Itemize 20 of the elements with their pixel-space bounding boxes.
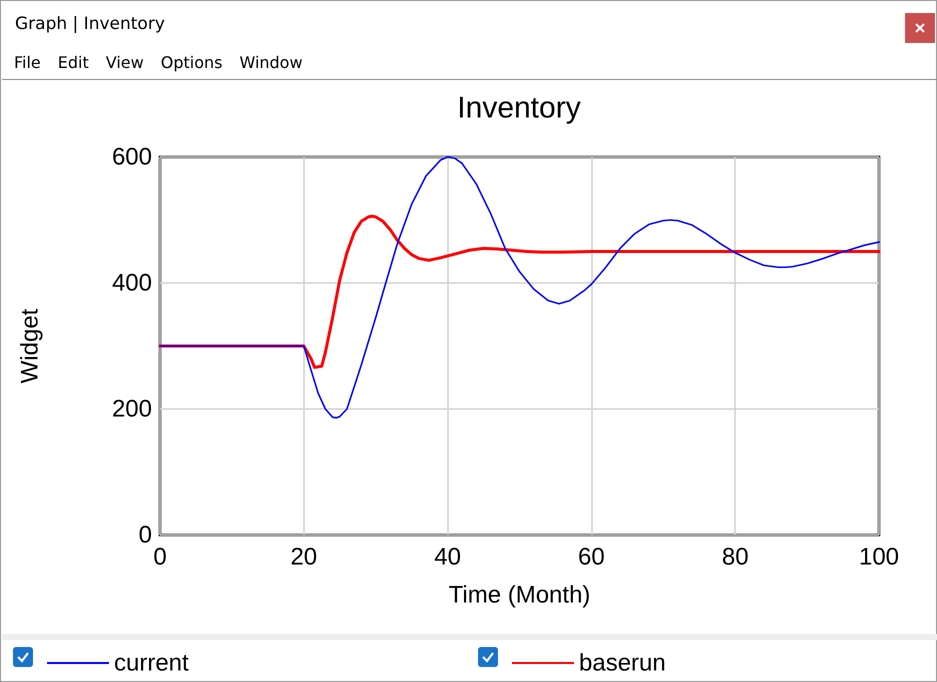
chart-title: Inventory — [457, 92, 581, 124]
legend-label: baserun — [579, 650, 666, 676]
y-tick-label: 400 — [112, 270, 152, 296]
x-tick-label: 20 — [290, 544, 318, 570]
x-tick-label: 60 — [578, 544, 605, 570]
text: Edit — [58, 53, 89, 72]
text: Graph | Inventory — [15, 14, 165, 34]
y-tick-label: 200 — [112, 396, 152, 422]
y-axis-title: Widget — [16, 308, 44, 384]
x-tick-label: 80 — [722, 544, 749, 570]
text: View — [106, 53, 144, 72]
text: File — [14, 53, 41, 72]
legend-label: current — [114, 650, 190, 676]
x-tick-label: 100 — [858, 544, 900, 570]
text: Window — [239, 53, 303, 72]
x-axis-title: Time (Month) — [448, 582, 590, 608]
x-tick-label: 40 — [434, 544, 461, 570]
y-tick-label: 0 — [138, 522, 152, 548]
text: Options — [160, 53, 222, 72]
y-tick-label: 600 — [112, 144, 152, 170]
